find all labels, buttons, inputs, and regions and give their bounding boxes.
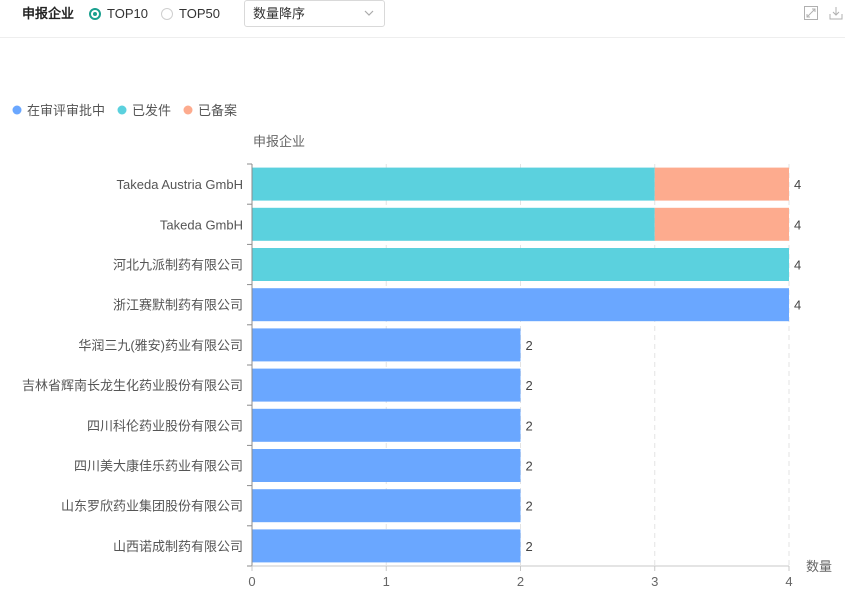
filter-title: 申报企业 (22, 6, 75, 21)
legend-marker-1 (117, 105, 127, 115)
data-label-1: 4 (794, 217, 801, 232)
bar-1-1 (252, 207, 655, 241)
category-label-4: 华润三九(雅安)药业有限公司 (78, 338, 243, 353)
bar-5-0 (252, 368, 521, 402)
category-label-7: 四川美大康佳乐药业有限公司 (74, 459, 243, 474)
data-label-9: 2 (526, 539, 533, 554)
labels: Takeda Austria GmbH 4 Takeda GmbH 4 河北九派制药有限… (22, 177, 801, 589)
bar-6-0 (252, 408, 521, 442)
legend-marker-0 (12, 105, 22, 115)
bar-4-0 (252, 328, 521, 362)
radio-selected-icon (89, 8, 101, 20)
category-label-9: 山西诺成制药有限公司 (113, 539, 243, 554)
bars (252, 167, 789, 563)
radio-top10-label: TOP10 (107, 6, 148, 21)
x-tick-label-3: 3 (651, 574, 658, 589)
radio-top10[interactable]: TOP10 (89, 5, 148, 23)
x-tick-label-2: 2 (517, 574, 524, 589)
chevron-down-icon (364, 10, 374, 16)
category-label-3: 浙江赛默制药有限公司 (113, 298, 243, 313)
bar-8-0 (252, 489, 521, 523)
category-label-1: Takeda GmbH (160, 217, 243, 232)
legend-label-2: 已备案 (198, 103, 237, 118)
legend-label-0: 在审评审批中 (27, 103, 105, 118)
toolbar: 申报企业 TOP10 TOP50 数量降序 (0, 0, 845, 38)
sort-select-value: 数量降序 (253, 6, 306, 21)
data-label-2: 4 (794, 258, 801, 273)
axes (247, 163, 790, 571)
bar-2-1 (252, 248, 789, 281)
bar-0-2 (654, 167, 789, 201)
data-label-6: 2 (526, 418, 533, 433)
x-axis-title: 数量 (806, 559, 832, 574)
data-label-0: 4 (794, 177, 801, 192)
x-tick-label-1: 1 (383, 574, 390, 589)
category-label-6: 四川科伦药业股份有限公司 (87, 418, 243, 433)
bar-7-0 (252, 449, 521, 482)
legend-label-1: 已发件 (132, 103, 171, 118)
data-label-8: 2 (526, 499, 533, 514)
y-axis-title: 申报企业 (253, 134, 305, 149)
category-label-8: 山东罗欣药业集团股份有限公司 (61, 499, 243, 514)
data-label-3: 4 (794, 298, 801, 313)
bar-3-0 (252, 288, 789, 322)
data-label-5: 2 (526, 378, 533, 393)
bar-0-1 (252, 167, 655, 201)
x-tick-label-0: 0 (248, 574, 255, 589)
expand-icon[interactable] (803, 5, 819, 21)
category-label-0: Takeda Austria GmbH (117, 177, 243, 192)
radio-top50[interactable]: TOP50 (161, 5, 220, 23)
bar-1-2 (654, 207, 789, 241)
legend: 在审评审批中 已发件 已备案 (12, 103, 237, 118)
radio-unselected-icon (161, 8, 173, 20)
bar-9-0 (252, 529, 521, 563)
category-label-5: 吉林省辉南长龙生化药业股份有限公司 (22, 378, 243, 393)
data-label-4: 2 (526, 338, 533, 353)
sort-select[interactable]: 数量降序 (244, 0, 385, 27)
data-label-7: 2 (526, 459, 533, 474)
download-icon[interactable] (828, 5, 844, 21)
category-label-2: 河北九派制药有限公司 (113, 258, 243, 273)
x-tick-label-4: 4 (785, 574, 792, 589)
radio-top50-label: TOP50 (179, 6, 220, 21)
legend-marker-2 (183, 105, 193, 115)
